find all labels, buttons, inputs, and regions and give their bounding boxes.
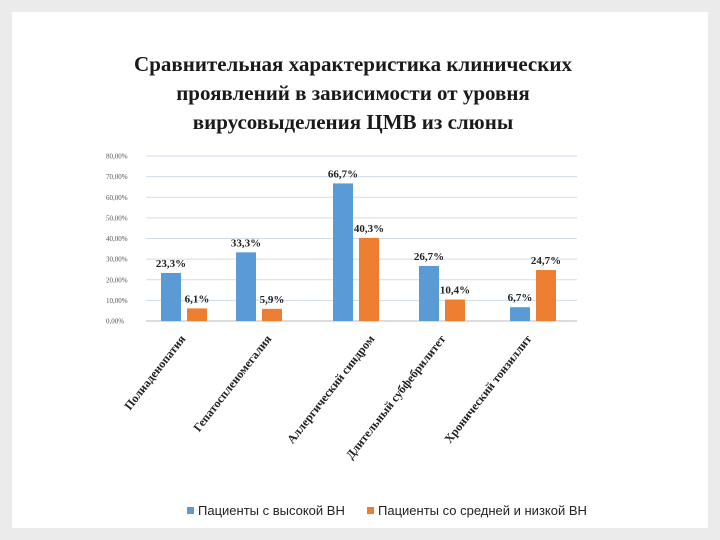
data-label: 6,7% [508,292,533,304]
y-tick-label: 30,00% [106,256,128,264]
bar-mid-low-1 [262,308,282,321]
data-label: 6,1% [185,293,210,305]
bar-mid-low-2 [359,237,379,321]
bar-mid-low-3 [445,299,465,321]
data-label: 40,3% [354,223,384,235]
chart-title-line-3: вирусовыделения ЦМВ из слюны [192,110,514,134]
data-label: 24,7% [531,255,561,267]
bar-high-0 [161,272,181,321]
legend-swatch [187,507,194,514]
bar-high-1 [236,252,256,321]
y-tick-label: 40,00% [106,235,128,243]
chart-title: Сравнительная характеристика клинических… [0,50,706,137]
data-label: 26,7% [414,251,444,263]
y-tick-label: 20,00% [106,276,128,284]
y-tick-label: 50,00% [106,214,128,222]
category-label: Полиаденопатия [121,332,188,413]
bar-mid-low-0 [187,308,207,321]
y-tick-label: 80,00% [106,153,128,161]
bar-high-2 [333,183,353,321]
y-tick-label: 60,00% [106,194,128,202]
data-label: 23,3% [156,258,186,270]
legend-swatch [367,507,374,514]
data-label: 66,7% [328,168,358,180]
category-label: Хронический тонзиллит [441,332,534,446]
chart-title-line-2: проявлений в зависимости от уровня [176,81,530,105]
chart-title-line-1: Сравнительная характеристика клинических [134,52,572,76]
data-label: 33,3% [231,237,261,249]
y-tick-label: 10,00% [106,297,128,305]
bar-high-3 [419,265,439,321]
bar-mid-low-4 [536,270,556,321]
legend-label: Пациенты со средней и низкой ВН [378,503,587,518]
category-label: Гепатоспленомегалия [190,332,274,434]
legend-label: Пациенты с высокой ВН [198,503,345,518]
bar-high-4 [510,307,530,321]
data-label: 10,4% [440,285,470,297]
y-tick-label: 70,00% [106,173,128,181]
y-tick-label: 0,00% [106,318,124,326]
data-label: 5,9% [260,294,285,306]
